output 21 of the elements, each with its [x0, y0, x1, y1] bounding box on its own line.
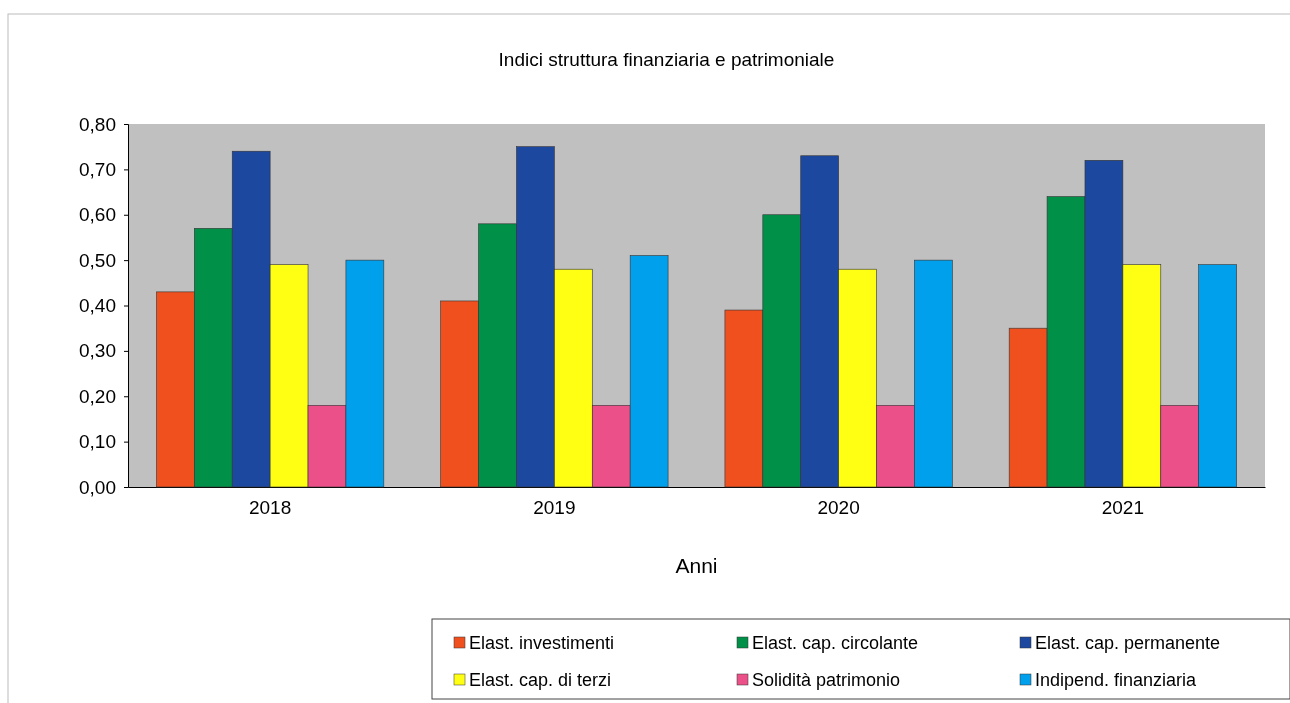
y-tick-label: 0,20: [79, 385, 116, 407]
y-tick-label: 0,10: [79, 431, 116, 453]
y-tick-label: 0,30: [79, 340, 116, 362]
legend-label: Solidità patrimonio: [752, 670, 901, 690]
y-tick-label: 0,70: [79, 158, 116, 180]
legend-label: Elast. investimenti: [469, 633, 615, 653]
y-tick-label: 0,40: [79, 295, 116, 317]
x-axis-title: Anni: [675, 554, 718, 577]
x-tick-label: 2020: [817, 497, 860, 519]
y-tick-label: 0,50: [79, 249, 116, 271]
legend-label: Indipend. finanziaria: [1035, 670, 1198, 690]
y-tick-label: 0,60: [79, 204, 116, 226]
x-tick-label: 2021: [1101, 497, 1145, 519]
x-tick-label: 2019: [533, 497, 576, 519]
y-tick-label: 0,80: [79, 113, 116, 135]
chart-title: Indici struttura finanziaria e patrimoniale: [498, 49, 835, 70]
legend-label: Elast. cap. circolante: [752, 633, 919, 653]
x-tick-label: 2018: [248, 497, 292, 519]
legend-label: Elast. cap. di terzi: [469, 670, 612, 690]
y-tick-label: 0,00: [79, 476, 116, 498]
legend-label: Elast. cap. permanente: [1035, 633, 1221, 653]
